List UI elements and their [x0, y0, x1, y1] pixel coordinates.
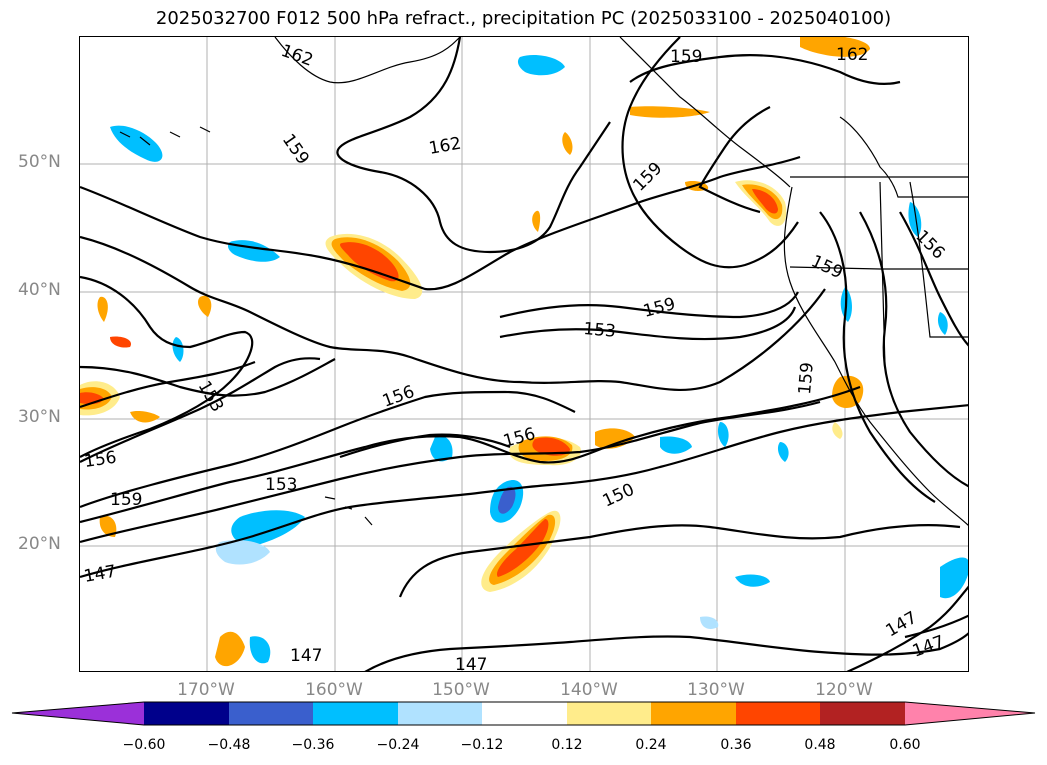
lat-label-40n: 40°N — [18, 280, 61, 300]
lat-label-20n: 20°N — [18, 534, 61, 554]
colorbar-segment — [398, 702, 482, 725]
colorbar-tick-label: −0.36 — [291, 737, 335, 753]
colorbar-tick-label: −0.60 — [122, 737, 166, 753]
colorbar-segment — [482, 702, 567, 725]
coastlines — [119, 37, 968, 526]
colorbar-extend-high — [905, 702, 1035, 725]
contour-label: 147 — [290, 646, 322, 666]
colorbar-extend-low — [12, 702, 144, 725]
colorbar-segment — [736, 702, 820, 725]
contour-label: 153 — [265, 475, 297, 495]
contour-label: 159 — [641, 294, 678, 322]
contour-label: 147 — [455, 655, 487, 672]
colorbar-tick-label: −0.48 — [207, 737, 251, 753]
map-canvas: 162 159 162 159 159 159 153 153 156 156 … — [80, 37, 968, 672]
contour-label: 156 — [83, 448, 118, 472]
colorbar — [11, 701, 1036, 726]
colorbar-tick-label: 0.12 — [551, 737, 583, 753]
lat-label-50n: 50°N — [18, 152, 61, 172]
contour-label: 153 — [583, 319, 617, 342]
colorbar-segment — [651, 702, 736, 725]
colorbar-tick-label: −0.12 — [460, 737, 504, 753]
contour-label: 150 — [600, 480, 638, 512]
contour-label: 147 — [82, 562, 117, 587]
contour-label: 159 — [795, 361, 818, 395]
lon-label-140w: 140°W — [560, 680, 618, 700]
contour-label: 159 — [110, 490, 142, 510]
colorbar-segment — [313, 702, 398, 725]
colorbar-tick-label: 0.60 — [889, 737, 921, 753]
chart-title: 2025032700 F012 500 hPa refract., precip… — [155, 8, 892, 29]
colorbar-tick-label: −0.24 — [376, 737, 420, 753]
colorbar-segment — [229, 702, 313, 725]
contour-label: 162 — [427, 134, 462, 159]
lon-label-150w: 150°W — [432, 680, 490, 700]
colorbar-tick-label: 0.36 — [720, 737, 752, 753]
contour-label: 159 — [670, 47, 702, 67]
lon-label-170w: 170°W — [177, 680, 235, 700]
colorbar-outline — [11, 701, 1036, 726]
lon-label-130w: 130°W — [687, 680, 745, 700]
map-panel: 162 159 162 159 159 159 153 153 156 156 … — [79, 36, 969, 672]
lon-label-160w: 160°W — [305, 680, 363, 700]
colorbar-segment — [567, 702, 651, 725]
graticule — [80, 37, 968, 671]
contour-label: 156 — [380, 382, 417, 412]
colorbar-segment — [820, 702, 905, 725]
contour-label: 162 — [278, 41, 315, 71]
lat-label-30n: 30°N — [18, 407, 61, 427]
contour-label: 162 — [836, 45, 868, 65]
colorbar-tick-label: 0.48 — [804, 737, 836, 753]
colorbar-segment — [144, 702, 229, 725]
lon-label-120w: 120°W — [815, 680, 873, 700]
contour-label: 159 — [278, 130, 313, 168]
precip-anomaly-shading — [80, 37, 968, 667]
colorbar-tick-label: 0.24 — [635, 737, 667, 753]
contour-lines — [80, 37, 968, 671]
